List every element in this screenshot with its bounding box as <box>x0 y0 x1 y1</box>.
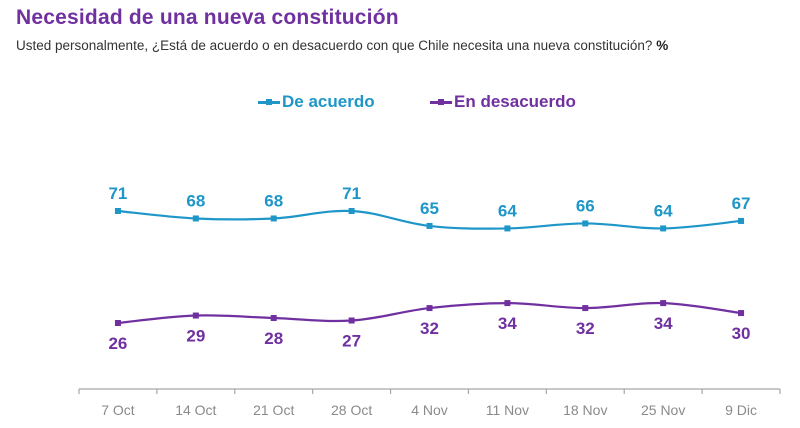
x-tick-label: 28 Oct <box>331 402 372 418</box>
data-point-marker <box>348 208 355 214</box>
data-label: 28 <box>264 329 283 348</box>
data-label: 68 <box>186 191 205 210</box>
data-label: 34 <box>654 314 673 333</box>
legend-label: De acuerdo <box>282 92 375 111</box>
data-point-marker <box>738 217 745 224</box>
x-tick-label: 4 Nov <box>411 402 448 418</box>
legend-line-marker-icon <box>258 98 280 105</box>
data-label: 68 <box>264 191 283 210</box>
data-label: 32 <box>576 319 595 338</box>
chart-title: Necesidad de una nueva constitución <box>16 6 399 29</box>
x-tick-label: 7 Oct <box>101 402 135 418</box>
legend-label: En desacuerdo <box>454 92 576 111</box>
data-label: 34 <box>498 314 517 333</box>
data-label: 71 <box>342 184 361 203</box>
x-tick-label: 14 Oct <box>175 402 216 418</box>
legend-line-marker-icon <box>430 98 452 105</box>
x-tick-label: 25 Nov <box>641 402 685 418</box>
data-label: 64 <box>498 201 517 220</box>
chart-legend: De acuerdo En desacuerdo <box>0 92 800 116</box>
x-tick-label: 21 Oct <box>253 402 294 418</box>
data-label: 29 <box>186 327 205 346</box>
data-label: 30 <box>732 324 751 343</box>
data-label: 71 <box>108 184 127 203</box>
data-point-marker <box>738 310 745 317</box>
data-point-marker <box>192 312 199 319</box>
data-label: 27 <box>342 332 361 351</box>
x-tick-label: 18 Nov <box>563 402 607 418</box>
data-point-marker <box>426 305 433 312</box>
data-label: 26 <box>108 334 127 353</box>
x-tick-label: 9 Dic <box>725 402 757 418</box>
legend-item-en-desacuerdo: En desacuerdo <box>430 92 576 112</box>
legend-item-de-acuerdo: De acuerdo <box>258 92 375 112</box>
data-point-marker <box>504 225 511 232</box>
data-label: 32 <box>420 319 439 338</box>
data-label: 66 <box>576 196 595 215</box>
x-tick-label: 11 Nov <box>486 402 529 418</box>
subtitle-text: Usted personalmente, ¿Está de acuerdo o … <box>16 38 653 53</box>
data-point-marker <box>582 220 589 227</box>
data-label: 64 <box>654 201 673 220</box>
data-label: 65 <box>420 199 439 218</box>
chart-subtitle: Usted personalmente, ¿Está de acuerdo o … <box>16 38 668 53</box>
data-point-marker <box>270 315 277 322</box>
subtitle-unit: % <box>656 38 669 53</box>
data-point-marker <box>192 215 199 222</box>
data-point-marker <box>504 300 511 307</box>
data-point-marker <box>270 215 277 222</box>
data-point-marker <box>114 320 121 326</box>
data-label: 67 <box>732 194 751 213</box>
data-point-marker <box>582 305 589 312</box>
data-point-marker <box>114 208 121 214</box>
data-point-marker <box>660 225 667 232</box>
data-point-marker <box>426 222 433 229</box>
data-point-marker <box>660 300 667 307</box>
data-point-marker <box>348 317 355 324</box>
